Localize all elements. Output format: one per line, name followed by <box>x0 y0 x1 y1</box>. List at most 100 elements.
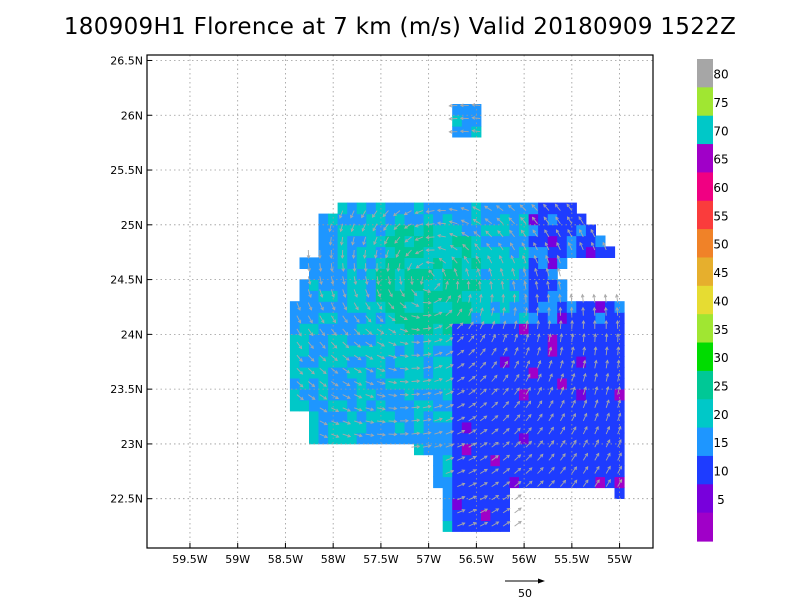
wind-vector <box>468 376 476 382</box>
wind-speed-cell <box>490 301 501 313</box>
wind-speed-cell <box>557 257 568 269</box>
wind-vector-head <box>517 467 522 472</box>
wind-speed-cell <box>337 432 348 445</box>
wind-vector <box>376 315 384 322</box>
wind-speed-cell <box>366 323 377 335</box>
wind-speed-cell <box>414 421 425 434</box>
wind-vector <box>468 495 477 501</box>
wind-vector <box>457 456 465 461</box>
wind-vector-head <box>536 320 541 324</box>
wind-vector-head <box>322 370 327 375</box>
wind-speed-cell <box>309 388 320 401</box>
lon-tick-label: 57.5W <box>363 553 398 566</box>
wind-speed-cell <box>557 301 568 313</box>
wind-vector <box>468 522 477 527</box>
wind-vector-head <box>545 254 549 259</box>
wind-speed-cell <box>394 334 405 346</box>
wind-vector-head <box>370 394 375 399</box>
wind-speed-cell <box>585 399 596 412</box>
wind-vector-head <box>371 214 376 218</box>
wind-speed-cell <box>461 312 472 324</box>
wind-vector-head <box>339 215 343 219</box>
wind-speed-cell <box>576 421 587 434</box>
wind-vector-head <box>352 268 357 273</box>
wind-vector-head <box>472 389 476 393</box>
wind-vector <box>502 441 510 448</box>
wind-vector-head <box>393 367 398 372</box>
wind-vector-head <box>484 508 489 512</box>
wind-vector <box>571 400 576 408</box>
wind-speed-cell <box>347 279 358 291</box>
wind-vector <box>296 367 303 375</box>
wind-vector <box>374 249 378 258</box>
wind-vector-head <box>413 292 418 297</box>
wind-vector-head <box>393 380 398 385</box>
wind-vector <box>365 407 374 411</box>
wind-vector <box>514 321 517 329</box>
wind-vector-head <box>449 337 454 341</box>
wind-vector-head <box>300 396 304 401</box>
wind-vector <box>537 414 543 422</box>
wind-vector-head <box>458 308 463 313</box>
wind-speed-cell <box>499 323 510 335</box>
wind-vector <box>514 494 522 501</box>
wind-vector-head <box>548 346 553 351</box>
wind-speed-cell <box>490 421 501 434</box>
wind-vector-head <box>298 345 303 350</box>
wind-speed-cell <box>509 443 520 456</box>
wind-speed-cell <box>328 268 339 280</box>
wind-speed-cell <box>347 334 358 346</box>
wind-speed-cell <box>328 224 339 237</box>
wind-speed-cell <box>289 356 300 368</box>
wind-vector-head <box>606 412 610 417</box>
wind-vector-head <box>493 361 497 365</box>
wind-speed-cell <box>528 476 539 489</box>
wind-vector-head <box>593 346 598 351</box>
wind-vector <box>582 413 588 422</box>
wind-vector-head <box>492 334 496 338</box>
wind-vector-head <box>570 333 575 338</box>
wind-speed-cell <box>385 301 396 313</box>
wind-speed-cell <box>519 268 530 280</box>
wind-vector-head <box>450 456 455 461</box>
wind-speed-cell <box>595 399 606 412</box>
wind-speed-cell <box>385 366 396 379</box>
wind-speed-cell <box>452 520 463 532</box>
wind-speed-cell <box>538 290 549 302</box>
wind-vector-head <box>382 419 386 424</box>
wind-speed-cell <box>366 366 377 379</box>
wind-speed-cell <box>585 421 596 434</box>
wind-vector-head <box>324 434 328 439</box>
wind-speed-cell <box>509 312 520 324</box>
wind-vector <box>445 337 453 343</box>
colorbar-label: 65 <box>713 153 728 167</box>
wind-speed-cell <box>375 246 386 258</box>
wind-vector-head <box>534 267 538 272</box>
wind-vector <box>537 454 544 461</box>
wind-vector-head <box>472 429 477 433</box>
wind-speed-cell <box>461 520 472 532</box>
wind-speed-cell <box>347 345 358 357</box>
wind-vector <box>523 268 527 277</box>
wind-vector <box>342 420 351 425</box>
wind-speed-cell <box>414 356 425 368</box>
wind-vector-head <box>604 319 608 324</box>
wind-vector <box>617 360 620 369</box>
wind-vector <box>571 373 575 382</box>
lat-tick-label: 26.5N <box>110 54 143 67</box>
wind-vector-head <box>526 346 530 351</box>
wind-vector-head <box>573 466 578 471</box>
wind-vector-head <box>505 387 509 392</box>
wind-vector-head <box>358 369 362 373</box>
wind-vector-head <box>358 420 363 425</box>
wind-vector-head <box>561 413 565 417</box>
wind-vector <box>560 440 566 448</box>
wind-speed-cell <box>452 268 463 280</box>
wind-speed-cell <box>480 246 491 258</box>
wind-vector-head <box>392 342 397 346</box>
wind-speed-cell <box>356 356 367 368</box>
wind-vector-head <box>333 332 337 336</box>
wind-speed-cell <box>404 356 415 368</box>
wind-vector-head <box>571 346 575 351</box>
